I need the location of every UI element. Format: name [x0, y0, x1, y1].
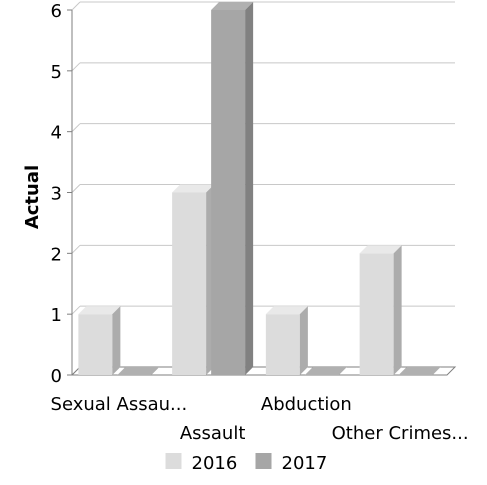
bar — [78, 306, 121, 375]
x-axis-ticks: Sexual Assau... Assault Abduction Other Cri… — [51, 394, 469, 444]
x-tick-label: Sexual Assau... — [51, 394, 188, 415]
grid-lines — [71, 1, 455, 376]
y-tick-label: 6 — [51, 1, 62, 22]
legend-label: 2016 — [192, 453, 238, 474]
legend-item: 2016 — [165, 453, 238, 474]
y-tick-label: 1 — [51, 305, 62, 326]
y-axis-title: Actual — [22, 165, 43, 229]
x-tick-label: Other Crimes... — [332, 423, 469, 444]
legend: 2016 2017 — [165, 453, 328, 474]
legend-label: 2017 — [282, 453, 328, 474]
gridline-depth — [71, 123, 81, 133]
y-tick-label: 0 — [51, 366, 62, 387]
bar — [172, 184, 215, 375]
bars — [78, 2, 441, 375]
y-tick-label: 4 — [51, 123, 62, 144]
x-tick-label: Assault — [180, 423, 246, 444]
bar — [398, 367, 441, 375]
gridline-depth — [71, 1, 81, 11]
bar — [117, 367, 160, 375]
gridline-depth — [71, 62, 81, 72]
bar — [359, 245, 402, 375]
y-axis-ticks: 0 1 2 3 4 5 6 — [51, 1, 72, 387]
bar — [265, 306, 308, 375]
bar — [211, 2, 254, 375]
y-tick-label: 5 — [51, 62, 62, 83]
y-tick-label: 3 — [51, 184, 62, 205]
legend-swatch — [255, 453, 272, 469]
x-tick-label: Abduction — [261, 394, 352, 415]
gridline-depth — [71, 244, 81, 254]
y-tick-label: 2 — [51, 244, 62, 265]
legend-item: 2017 — [255, 453, 328, 474]
bar — [304, 367, 347, 375]
legend-swatch — [165, 453, 182, 469]
gridline-depth — [71, 305, 81, 315]
gridline-depth — [71, 184, 81, 193]
